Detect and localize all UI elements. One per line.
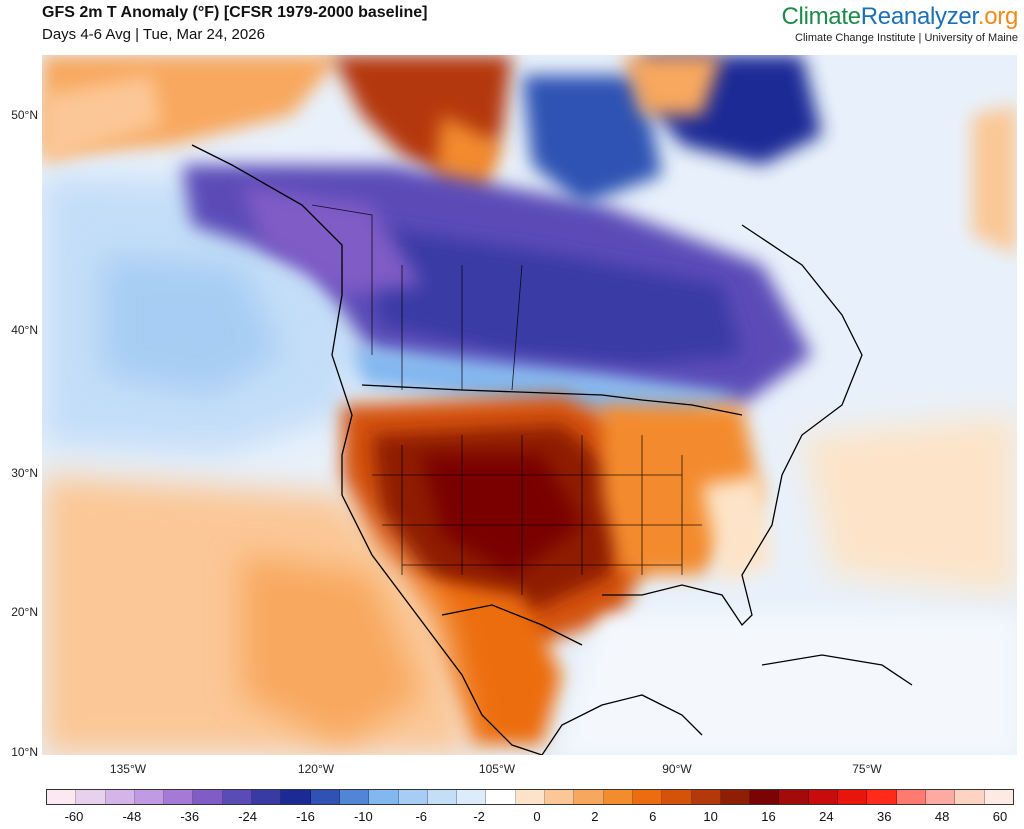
colorbar-swatch [281,790,311,804]
anomaly-region-atlantic-warm [802,415,1017,595]
lon-label-90w: 90°W [662,762,692,776]
colorbar-tick-label: 60 [992,809,1008,824]
brand-tagline: Climate Change Institute | University of… [795,32,1018,44]
colorbar-tick-label: -60 [64,809,84,824]
colorbar-swatch [369,790,399,804]
lat-label-10n: 10°N [11,745,38,759]
map-title: GFS 2m T Anomaly (°F) [CFSR 1979-2000 ba… [42,4,428,21]
anomaly-region-greenland-warm [622,55,722,115]
anomaly-region-caribbean-neutral [562,615,1017,755]
colorbar-tick-label: -48 [122,809,142,824]
colorbar-swatch [896,790,926,804]
anomaly-region-pacific-cool-core [102,255,282,395]
anomaly-field [42,55,1017,755]
colorbar-swatch [662,790,692,804]
pacific-coastline [191,144,543,755]
colorbar-tick-label: 10 [703,809,718,824]
colorbar-swatch [310,790,340,804]
map-boundaries [191,144,913,755]
colorbar-swatch [193,790,223,804]
anomaly-region-southeast-mild [702,475,772,585]
colorbar-tick-label: 2 [591,809,599,824]
anomaly-region-baffin-cold [522,75,662,205]
brand-name-reanalyzer: Reanalyzer [860,3,978,30]
colorbar-swatch [955,790,985,804]
colorbar-swatch [222,790,253,804]
internal-borders [311,204,702,595]
colorbar-tick-label: 0 [533,809,541,824]
province-border-mb [511,264,523,391]
colorbar-swatch [720,790,751,804]
state-borders-vertical [401,435,683,595]
colorbar-tick-label: -10 [353,809,373,824]
anomaly-region-canada-cold-core [362,225,742,365]
colorbar-swatch [750,790,780,804]
colorbar-swatch [164,790,194,804]
atlantic-gulf-coastline [602,224,863,627]
central-america-coastline [541,694,703,755]
brand-name-org: .org [977,3,1018,30]
colorbar-swatch [486,790,516,804]
colorbar-swatch [545,790,575,804]
map-canvas [42,55,1017,755]
lon-label-120w: 120°W [297,762,335,776]
cuba-outline [761,654,913,686]
colorbar-swatch [808,790,839,804]
colorbar-tick-label: -24 [238,809,258,824]
colorbar-swatch [47,790,77,804]
colorbar [46,789,1014,805]
province-border-bc [311,204,373,355]
colorbar-tick-label: -6 [415,809,428,824]
colorbar-tick-label: 48 [934,809,950,824]
colorbar-tick-label: 6 [649,809,657,824]
colorbar-swatch [925,790,956,804]
lat-label-40n: 40°N [11,323,38,337]
colorbar-tick-label: 16 [761,809,776,824]
lat-label-20n: 20°N [11,605,38,619]
lat-label-50n: 50°N [11,108,38,122]
us-canada-border [361,384,743,416]
colorbar-swatch [252,790,282,804]
colorbar-swatch [515,790,546,804]
anomaly-region-northwest-warm-edge [42,75,162,165]
colorbar-tick-label: -2 [473,809,485,824]
colorbar-swatch [691,790,721,804]
anomaly-region-atlantic-warm-edge [972,105,1017,255]
colorbar-tick-label: -36 [180,809,200,824]
colorbar-swatch [457,790,487,804]
lat-label-30n: 30°N [11,466,38,480]
colorbar-swatch [984,790,1013,804]
brand-block: ClimateReanalyzer.org Climate Change Ins… [782,3,1019,44]
colorbar-tick-label: 24 [819,809,834,824]
colorbar-swatch [134,790,165,804]
anomaly-map [42,55,1017,755]
colorbar-swatch [76,790,106,804]
colorbar-tick-label: 36 [877,809,892,824]
colorbar-swatch [838,790,868,804]
colorbar-swatch [603,790,633,804]
anomaly-region-tropical-pacific-warm-core [242,555,422,745]
colorbar-swatch [779,790,809,804]
colorbar-swatch [105,790,135,804]
us-mexico-border [441,604,583,646]
lon-label-105w: 105°W [478,762,516,776]
colorbar-swatch [339,790,370,804]
lon-label-135w: 135°W [109,762,147,776]
colorbar-swatch [867,790,897,804]
map-subtitle: Days 4-6 Avg | Tue, Mar 24, 2026 [42,26,265,43]
colorbar-swatch [398,790,428,804]
brand-name-climate: Climate [781,3,862,30]
colorbar-swatch [574,790,604,804]
lon-label-75w: 75°W [852,762,882,776]
colorbar-swatch [632,790,663,804]
anomaly-region-alaska-cold [242,185,422,295]
colorbar-swatch [427,790,458,804]
brand-logo-text[interactable]: ClimateReanalyzer.org [782,3,1019,31]
state-borders-horizontal [372,474,702,566]
colorbar-tick-label: -16 [296,809,315,824]
